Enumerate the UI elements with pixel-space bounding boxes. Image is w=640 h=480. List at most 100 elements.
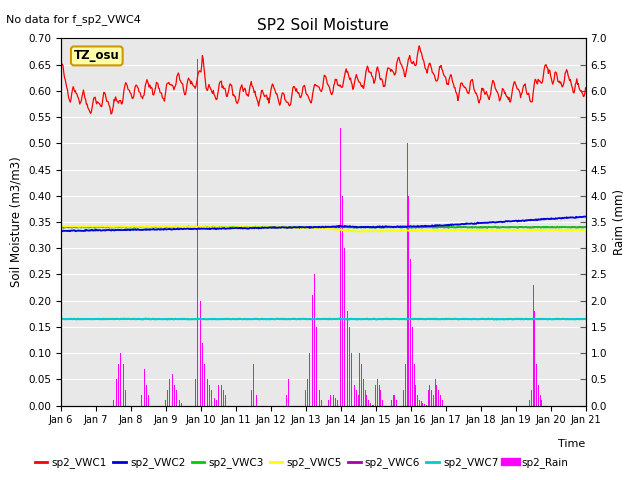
Bar	[251, 390, 252, 406]
Bar	[328, 400, 329, 406]
Bar	[286, 395, 287, 406]
Bar	[146, 384, 147, 406]
Y-axis label: Soil Moisture (m3/m3): Soil Moisture (m3/m3)	[10, 156, 22, 288]
Bar	[211, 390, 212, 406]
Bar	[393, 395, 394, 406]
Bar	[428, 390, 429, 406]
Bar	[319, 390, 320, 406]
Bar	[426, 405, 427, 406]
Bar	[288, 379, 289, 406]
Bar	[363, 379, 364, 406]
Bar	[349, 327, 350, 406]
Bar	[342, 196, 343, 406]
Bar	[172, 374, 173, 406]
Bar	[413, 364, 415, 406]
Bar	[382, 400, 383, 406]
Bar	[202, 343, 203, 406]
Text: No data for f_sp2_VWC4: No data for f_sp2_VWC4	[6, 14, 141, 25]
Bar	[405, 364, 406, 406]
Bar	[368, 400, 369, 406]
Bar	[171, 369, 172, 406]
Bar	[118, 364, 119, 406]
Bar	[317, 364, 318, 406]
Bar	[422, 403, 423, 406]
Bar	[356, 390, 357, 406]
Bar	[314, 275, 315, 406]
Bar	[174, 384, 175, 406]
Bar	[305, 390, 306, 406]
Bar	[431, 390, 432, 406]
Bar	[408, 196, 410, 406]
Bar	[198, 196, 200, 406]
Bar	[412, 327, 413, 406]
Bar	[310, 327, 312, 406]
Text: TZ_osu: TZ_osu	[74, 49, 120, 62]
Bar	[200, 300, 201, 406]
Bar	[212, 395, 213, 406]
Bar	[433, 395, 434, 406]
Bar	[308, 353, 310, 406]
Bar	[534, 311, 535, 406]
Bar	[394, 395, 396, 406]
Bar	[442, 400, 443, 406]
Bar	[169, 379, 170, 406]
Bar	[403, 390, 404, 406]
Bar	[415, 384, 417, 406]
Bar	[529, 400, 530, 406]
Text: Time: Time	[558, 439, 586, 449]
Y-axis label: Raim (mm): Raim (mm)	[612, 189, 626, 255]
Bar	[312, 295, 313, 406]
Title: SP2 Soil Moisture: SP2 Soil Moisture	[257, 18, 389, 33]
Bar	[396, 400, 397, 406]
Bar	[531, 390, 532, 406]
Bar	[532, 285, 534, 406]
Bar	[419, 400, 420, 406]
Bar	[289, 390, 291, 406]
Bar	[321, 400, 322, 406]
Bar	[256, 395, 257, 406]
Bar	[195, 379, 196, 406]
Bar	[207, 379, 208, 406]
Bar	[538, 384, 539, 406]
Bar	[176, 390, 177, 406]
Bar	[436, 384, 437, 406]
Bar	[179, 400, 180, 406]
Bar	[335, 398, 336, 406]
Bar	[223, 390, 224, 406]
Bar	[541, 400, 542, 406]
Bar	[125, 390, 126, 406]
Bar	[177, 395, 179, 406]
Bar	[435, 379, 436, 406]
Bar	[417, 395, 418, 406]
Legend: sp2_VWC1, sp2_VWC2, sp2_VWC3, sp2_VWC5, sp2_VWC6, sp2_VWC7, sp2_Rain: sp2_VWC1, sp2_VWC2, sp2_VWC3, sp2_VWC5, …	[31, 453, 572, 472]
Bar	[337, 400, 338, 406]
Bar	[225, 395, 226, 406]
Bar	[420, 401, 422, 406]
Bar	[205, 374, 207, 406]
Bar	[407, 144, 408, 406]
Bar	[216, 400, 217, 406]
Bar	[540, 395, 541, 406]
Bar	[438, 390, 439, 406]
Bar	[536, 364, 537, 406]
Bar	[316, 327, 317, 406]
Bar	[218, 384, 219, 406]
Bar	[120, 353, 121, 406]
Bar	[204, 364, 205, 406]
Bar	[361, 364, 362, 406]
Bar	[221, 384, 222, 406]
Bar	[167, 390, 168, 406]
Bar	[209, 384, 210, 406]
Bar	[377, 379, 378, 406]
Bar	[197, 60, 198, 406]
Bar	[333, 395, 334, 406]
Bar	[440, 395, 441, 406]
Bar	[370, 403, 371, 406]
Bar	[214, 398, 215, 406]
Bar	[429, 384, 430, 406]
Bar	[165, 400, 166, 406]
Bar	[340, 128, 341, 406]
Bar	[116, 379, 117, 406]
Bar	[307, 379, 308, 406]
Bar	[379, 384, 380, 406]
